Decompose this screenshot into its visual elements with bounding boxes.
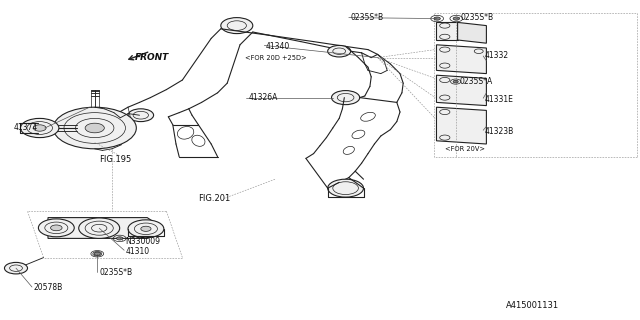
Circle shape [141, 226, 151, 231]
Polygon shape [48, 218, 157, 238]
Circle shape [128, 109, 154, 122]
Polygon shape [436, 75, 486, 106]
Circle shape [221, 18, 253, 34]
Text: 41310: 41310 [126, 247, 150, 256]
Text: 41340: 41340 [266, 42, 290, 51]
Text: 0235S*B: 0235S*B [351, 13, 384, 22]
Circle shape [51, 225, 62, 231]
Text: 41374: 41374 [14, 124, 38, 132]
Circle shape [33, 125, 46, 131]
Circle shape [453, 17, 460, 20]
Text: 41326A: 41326A [248, 93, 278, 102]
Circle shape [116, 237, 123, 240]
Text: 0235S*B: 0235S*B [461, 13, 494, 22]
Text: FIG.195: FIG.195 [99, 156, 131, 164]
Circle shape [453, 80, 458, 83]
Circle shape [85, 123, 104, 133]
Text: FRONT: FRONT [134, 53, 169, 62]
Circle shape [332, 91, 360, 105]
Circle shape [434, 17, 440, 20]
Text: <FOR 20D +25D>: <FOR 20D +25D> [245, 55, 307, 60]
Text: 0235S*B: 0235S*B [99, 268, 132, 277]
Text: <FOR 20V>: <FOR 20V> [445, 146, 485, 152]
Circle shape [328, 45, 351, 57]
Circle shape [328, 179, 364, 197]
Text: N330009: N330009 [125, 237, 160, 246]
Circle shape [79, 218, 120, 238]
Text: 41332: 41332 [485, 52, 509, 60]
Text: 41331E: 41331E [485, 95, 514, 104]
Circle shape [20, 118, 59, 138]
Text: 41323B: 41323B [485, 127, 515, 136]
Polygon shape [436, 22, 458, 40]
Circle shape [128, 220, 164, 238]
Text: 0235S*A: 0235S*A [460, 77, 493, 86]
Circle shape [94, 252, 100, 255]
Text: 20578B: 20578B [33, 284, 63, 292]
Circle shape [53, 107, 136, 149]
Text: A415001131: A415001131 [506, 301, 559, 310]
Circle shape [4, 262, 28, 274]
Text: FIG.201: FIG.201 [198, 194, 230, 203]
Polygon shape [436, 45, 486, 74]
Polygon shape [458, 22, 486, 43]
Circle shape [38, 219, 74, 237]
Polygon shape [436, 107, 486, 144]
